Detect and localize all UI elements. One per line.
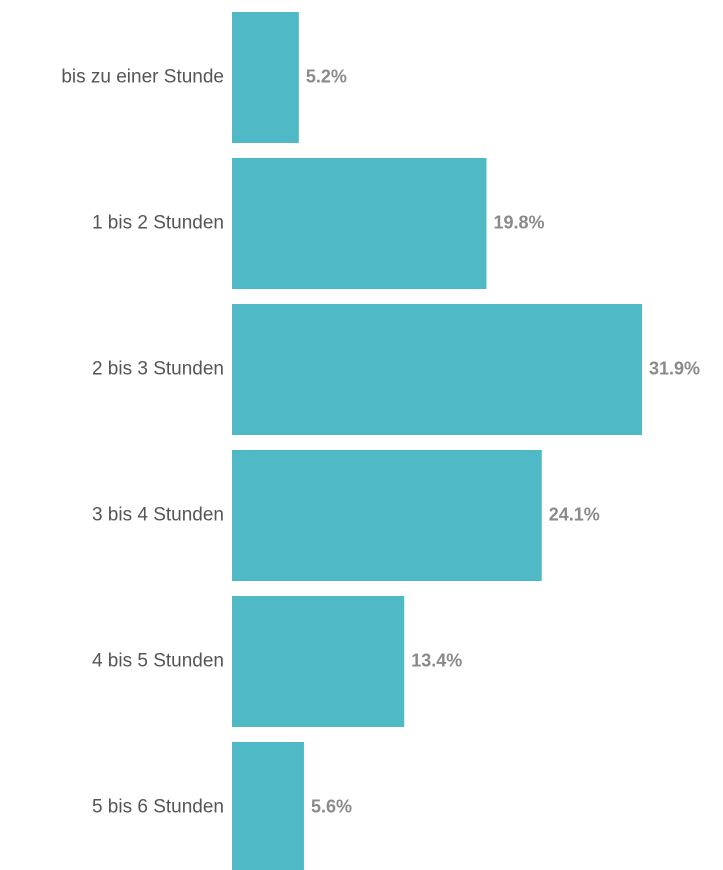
bar	[232, 596, 405, 727]
bar	[232, 158, 487, 289]
category-label: 4 bis 5 Stunden	[92, 651, 224, 672]
value-label: 5.6%	[311, 796, 352, 816]
category-label: 5 bis 6 Stunden	[92, 797, 224, 818]
value-label: 24.1%	[549, 504, 600, 524]
category-label: 3 bis 4 Stunden	[92, 505, 224, 526]
bar	[232, 450, 542, 581]
bar	[232, 12, 299, 143]
category-label: bis zu einer Stunde	[61, 67, 224, 88]
value-label: 19.8%	[493, 212, 544, 232]
value-label: 5.2%	[306, 66, 347, 86]
value-label: 13.4%	[411, 650, 462, 670]
bar	[232, 742, 304, 870]
category-label: 2 bis 3 Stunden	[92, 359, 224, 380]
bar	[232, 304, 642, 435]
value-label: 31.9%	[649, 358, 700, 378]
category-label: 1 bis 2 Stunden	[92, 213, 224, 234]
